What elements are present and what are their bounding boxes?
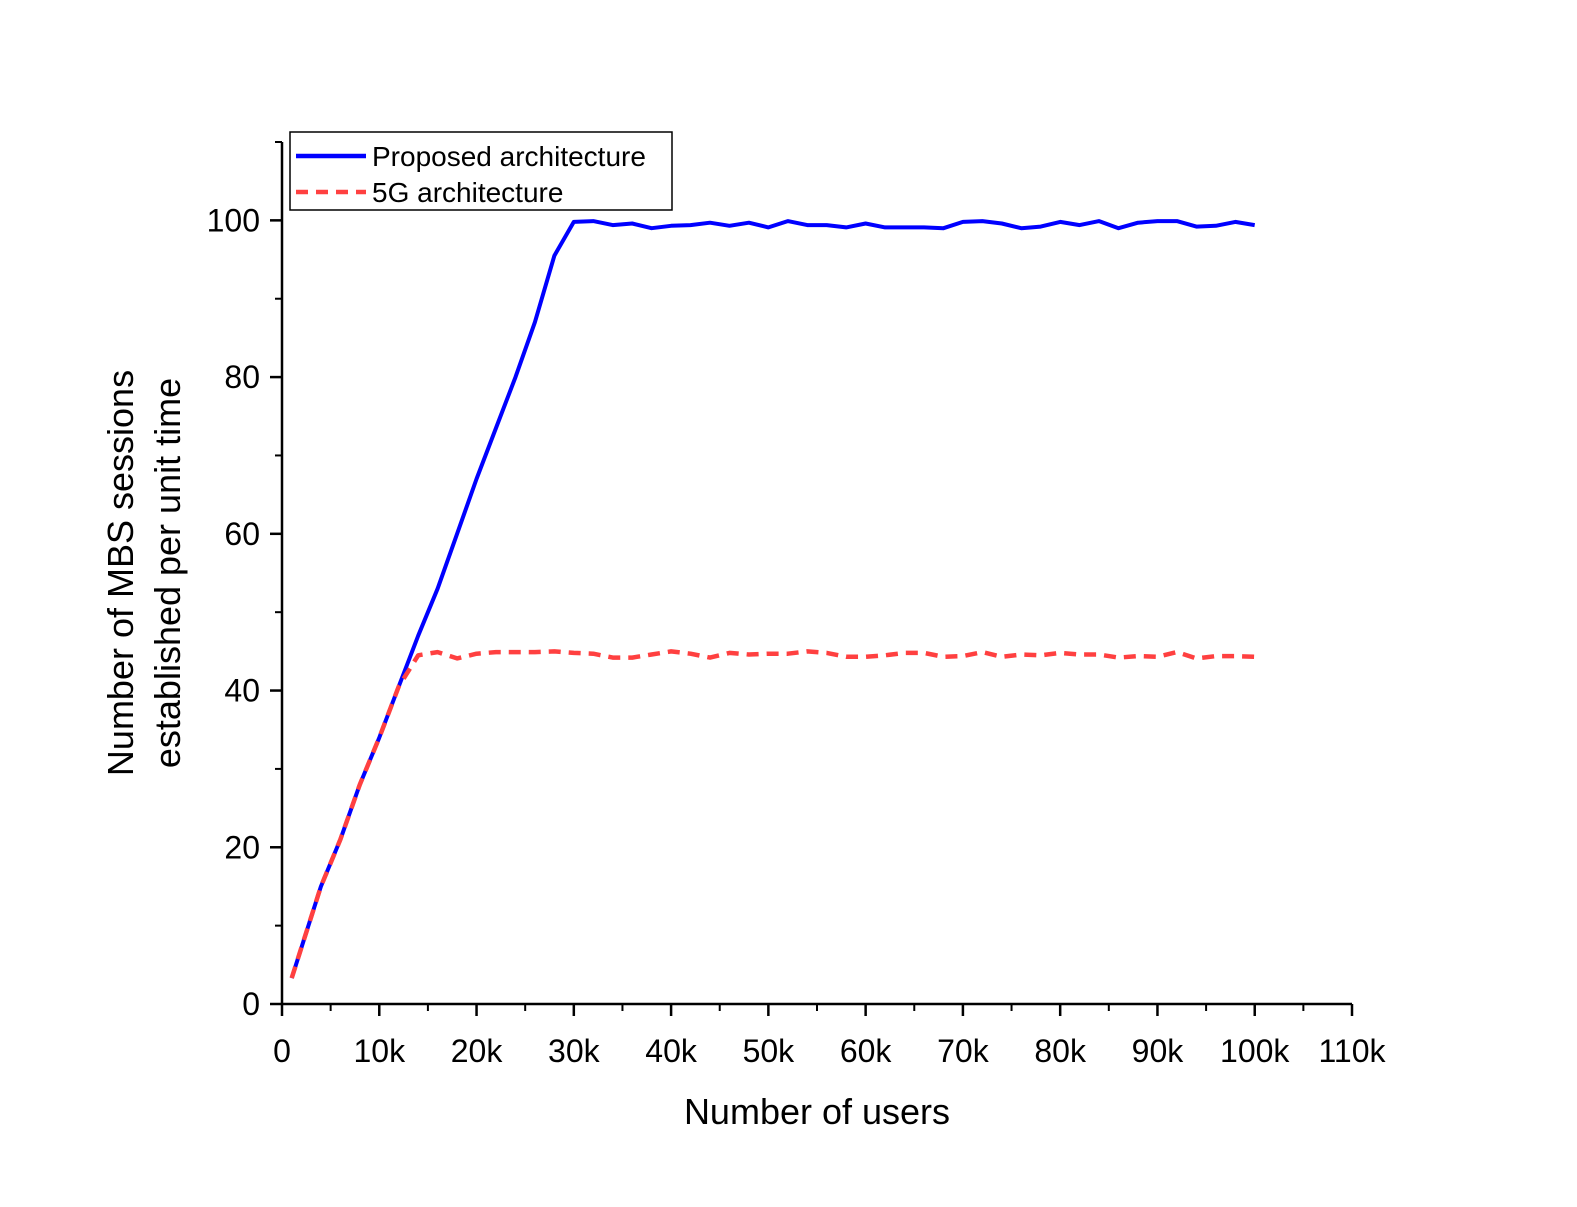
x-tick-label: 40k [645, 1033, 698, 1069]
y-tick-label: 60 [224, 516, 260, 552]
y-axis-title: Number of MBS sessions established per un… [100, 370, 188, 776]
x-tick-label: 80k [1034, 1033, 1087, 1069]
legend: Proposed architecture 5G architecture [289, 131, 673, 211]
legend-label: 5G architecture [372, 177, 563, 208]
x-tick-label: 110k [1318, 1033, 1386, 1069]
series-layer [289, 219, 1256, 979]
x-tick-label: 90k [1132, 1033, 1185, 1069]
y-tick-label: 100 [207, 202, 260, 238]
series-line-proposed-architecture [289, 219, 1256, 979]
x-tick-label: 0 [273, 1033, 291, 1069]
y-tick-label: 20 [224, 829, 260, 865]
y-tick-label: 0 [242, 986, 260, 1022]
x-tick-label: 100k [1220, 1033, 1290, 1069]
x-tick-label: 30k [548, 1033, 601, 1069]
y-tick-label: 80 [224, 359, 260, 395]
x-tick-label: 70k [937, 1033, 990, 1069]
x-tick-label: 20k [451, 1033, 504, 1069]
axes: 0 10k 20k 30k 40k 50k 60k 70k 80k 90k 100k 110k 0 20 4… [207, 141, 1387, 1069]
legend-box [289, 131, 673, 211]
legend-label: Proposed architecture [372, 141, 646, 172]
y-axis-title-line: Number of MBS sessions [100, 370, 141, 776]
x-tick-label: 50k [743, 1033, 796, 1069]
y-tick-label: 40 [224, 673, 260, 709]
y-axis-title-line: established per unit time [147, 378, 188, 768]
series-line-5g-architecture [289, 649, 1255, 979]
x-axis-title: Number of users [684, 1091, 950, 1132]
x-tick-label: 60k [840, 1033, 893, 1069]
x-tick-label: 10k [353, 1033, 406, 1069]
